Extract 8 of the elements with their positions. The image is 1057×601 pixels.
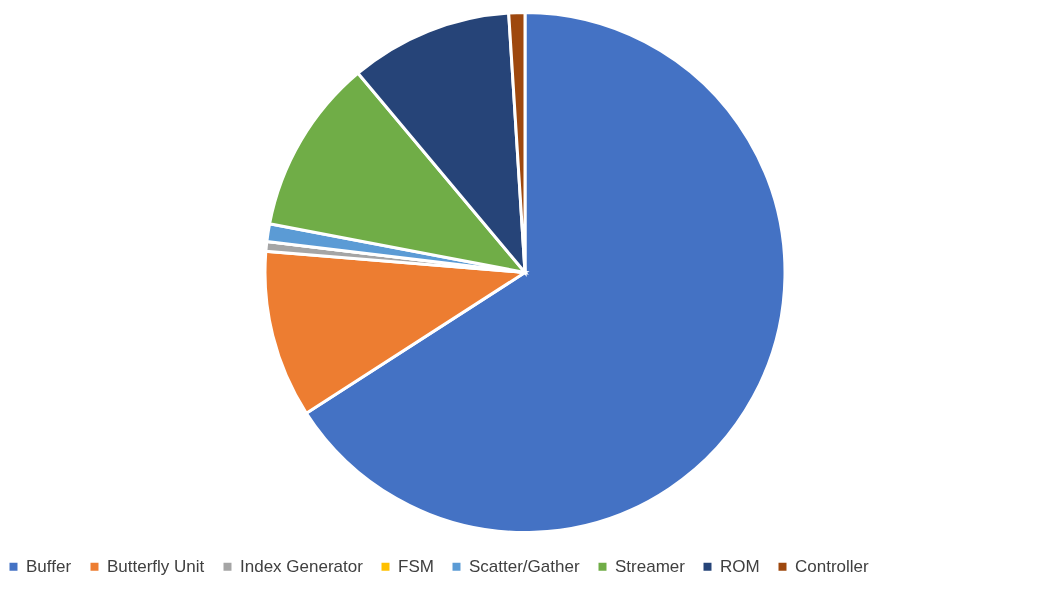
legend-label: Scatter/Gather	[469, 556, 580, 576]
legend-label: Buffer	[26, 556, 72, 576]
legend-label: Index Generator	[240, 556, 364, 576]
legend-label: Butterfly Unit	[107, 556, 205, 576]
legend-label: Controller	[795, 556, 870, 576]
legend-label: ROM	[720, 556, 760, 576]
legend-label: FSM	[398, 556, 434, 576]
legend-label: Streamer	[615, 556, 686, 576]
